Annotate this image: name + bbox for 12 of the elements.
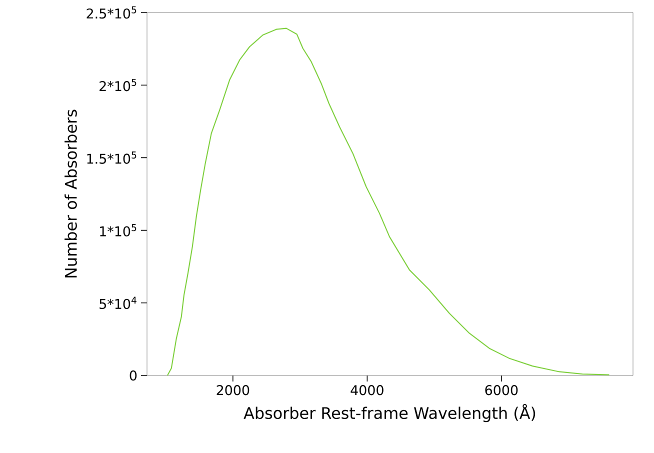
y-tick-label: 1.5*10$^{5}$	[87, 152, 136, 164]
y-tick-label: 0	[130, 370, 137, 381]
y-tick-label: 2*10$^{5}$	[100, 78, 136, 92]
x-axis-title: Absorber Rest-frame Wavelength (Å)	[244, 404, 536, 422]
y-tick-label: 2.5*10$^{5}$	[86, 6, 136, 19]
x-tick-label: 4000	[350, 385, 384, 396]
x-tick-label: 2000	[216, 385, 250, 396]
y-axis-title: Number of Absorbers	[64, 110, 77, 278]
line-series	[166, 28, 610, 376]
y-tick-label: 1*10$^{5}$	[100, 224, 136, 236]
y-tick-label: 5*10$^{4}$	[100, 296, 136, 310]
x-tick-label: 6000	[485, 385, 518, 396]
